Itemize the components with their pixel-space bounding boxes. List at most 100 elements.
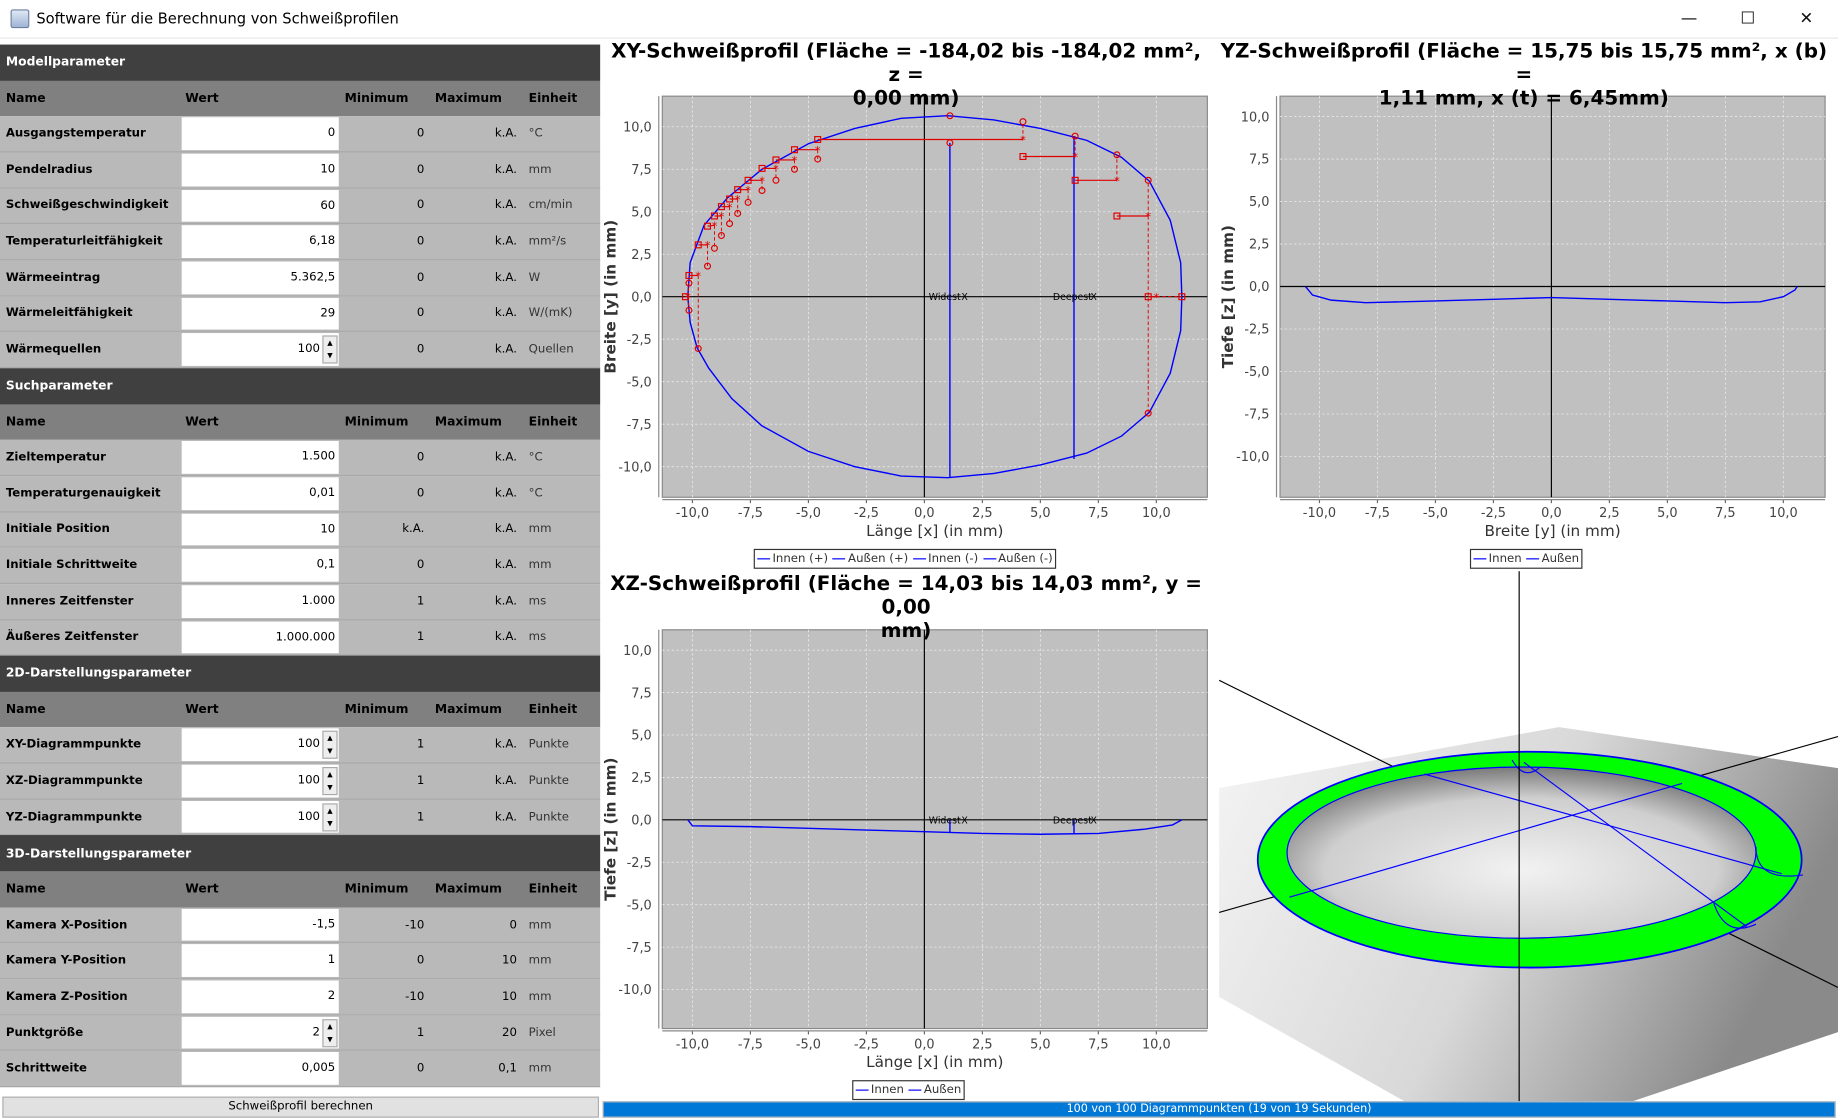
column-header-max: Maximum <box>434 702 503 717</box>
parameter-value-input[interactable]: 10 <box>181 153 339 187</box>
spin-down-icon[interactable]: ▼ <box>327 352 333 361</box>
spinner-buttons[interactable]: ▲ ▼ <box>322 335 338 364</box>
section-title: Suchparameter <box>5 379 113 394</box>
parameter-unit: Quellen <box>528 343 574 357</box>
3d-view[interactable] <box>1219 571 1838 1102</box>
spin-up-icon[interactable]: ▲ <box>327 734 333 743</box>
parameter-value-input[interactable]: 5.362,5 <box>181 261 339 294</box>
parameter-name: YZ-Diagrammpunkte <box>5 810 143 824</box>
parameter-value-input[interactable]: 60 <box>181 189 339 222</box>
parameter-unit: Punkte <box>528 774 569 788</box>
minimize-button[interactable]: — <box>1680 9 1698 29</box>
parameter-value-input[interactable]: 100 <box>181 333 339 366</box>
spin-down-icon[interactable]: ▼ <box>327 819 333 828</box>
parameter-name: Punktgröße <box>5 1026 84 1040</box>
column-header-max: Maximum <box>434 91 503 106</box>
search-star-marker: * <box>1114 174 1120 188</box>
x-tick-label: -5,0 <box>796 1037 821 1052</box>
search-star-marker: * <box>1072 150 1078 164</box>
parameter-value-input[interactable]: 1.500 <box>181 441 339 474</box>
legend-swatch <box>1526 557 1540 559</box>
parameter-value-input[interactable]: 0,1 <box>181 549 339 582</box>
spinner-buttons[interactable]: ▲ ▼ <box>322 803 338 832</box>
legend-label: Innen <box>870 1083 904 1097</box>
parameter-value-input[interactable]: 6,18 <box>181 225 339 258</box>
parameter-minimum: 0 <box>416 127 425 141</box>
x-tick-label: -5,0 <box>796 506 821 521</box>
search-circle-marker <box>946 112 954 120</box>
column-header-value: Wert <box>185 882 219 897</box>
parameter-value-input[interactable]: 2 <box>181 980 339 1013</box>
parameter-value-input[interactable]: -1,5 <box>181 908 339 942</box>
parameter-maximum: k.A. <box>494 594 517 608</box>
parameter-unit: ms <box>528 594 547 608</box>
section-title: Modellparameter <box>5 55 126 70</box>
parameter-value-input[interactable]: 100 <box>181 728 339 762</box>
close-button[interactable]: ✕ <box>1799 9 1814 29</box>
spinner-buttons[interactable]: ▲ ▼ <box>322 767 338 796</box>
parameter-name: Kamera Z-Position <box>5 990 128 1004</box>
spinner-buttons[interactable]: ▲ ▼ <box>322 731 338 760</box>
maximize-button[interactable]: ☐ <box>1740 9 1756 29</box>
column-header-max: Maximum <box>434 882 503 897</box>
spin-down-icon[interactable]: ▼ <box>327 747 333 756</box>
column-header-value: Wert <box>185 91 219 106</box>
spinner-buttons[interactable]: ▲ ▼ <box>322 1018 338 1047</box>
y-tick-label: 7,5 <box>631 686 651 701</box>
parameter-name: XY-Diagrammpunkte <box>5 738 142 752</box>
parameter-unit: Punkte <box>528 810 569 824</box>
spin-down-icon[interactable]: ▼ <box>327 1035 333 1044</box>
search-square-marker <box>790 146 799 154</box>
search-circle-marker <box>734 209 742 217</box>
x-tick-label: 0,0 <box>914 1037 934 1052</box>
parameter-value-input[interactable]: 1 <box>181 944 339 978</box>
series-line <box>1305 286 1798 304</box>
parameter-name: Initiale Position <box>5 522 110 536</box>
x-tick-label: 10,0 <box>1769 506 1798 521</box>
xz-title-line: mm) <box>880 619 932 643</box>
parameter-minimum: 0 <box>416 558 425 572</box>
xz-chart: -10,0 -7,5 -5,0 -2,5 0,0 2,5 5,0 7,5 10,0 10,0 7,5… <box>601 629 1208 1071</box>
parameter-unit: mm <box>528 522 552 536</box>
parameter-maximum: 10 <box>502 990 517 1004</box>
spin-up-icon[interactable]: ▲ <box>327 806 333 815</box>
parameter-value-input[interactable]: 100 <box>181 800 339 834</box>
x-tick-label: -7,5 <box>738 1037 763 1052</box>
parameter-minimum: 0 <box>416 235 425 249</box>
search-square-marker <box>694 241 702 249</box>
search-square-marker <box>681 293 689 301</box>
y-axis-title: Breite [y] (in mm) <box>601 220 619 374</box>
x-tick-label: 7,5 <box>1715 506 1735 521</box>
y-tick-label: 0,0 <box>1249 280 1269 295</box>
y-tick-label: 7,5 <box>1249 153 1269 168</box>
parameter-value-input[interactable]: 1.000 <box>181 585 339 618</box>
spin-up-icon[interactable]: ▲ <box>327 339 333 348</box>
spin-up-icon[interactable]: ▲ <box>327 1022 333 1031</box>
parameter-value-input[interactable]: 2 <box>181 1016 339 1049</box>
x-tick-label: -10,0 <box>1303 506 1336 521</box>
parameter-value-input[interactable]: 10 <box>181 513 339 546</box>
column-header-value: Wert <box>185 415 219 430</box>
search-circle-marker <box>744 198 752 206</box>
spin-up-icon[interactable]: ▲ <box>327 770 333 779</box>
parameter-minimum: 1 <box>416 1026 425 1040</box>
parameter-value-input[interactable]: 0,01 <box>181 477 339 510</box>
parameter-value-input[interactable]: 0 <box>181 117 339 151</box>
search-circle-marker <box>717 232 725 240</box>
y-tick-label: -10,0 <box>618 983 651 998</box>
parameter-minimum: 0 <box>416 307 425 321</box>
parameter-minimum: 0 <box>416 486 425 500</box>
parameter-value-input[interactable]: 100 <box>181 764 339 798</box>
parameter-maximum: k.A. <box>494 235 517 249</box>
parameter-value-input[interactable]: 29 <box>181 297 339 330</box>
parameter-maximum: k.A. <box>494 271 517 285</box>
progress-bar: 100 von 100 Diagrammpunkten (19 von 19 S… <box>602 1101 1836 1118</box>
calculate-profile-button[interactable]: Schweißprofil berechnen <box>2 1096 599 1118</box>
parameter-maximum: 10 <box>502 954 517 968</box>
spin-down-icon[interactable]: ▼ <box>327 783 333 792</box>
parameter-value-input[interactable]: 0,005 <box>181 1052 339 1085</box>
parameter-unit: °C <box>528 486 543 500</box>
parameter-value-input[interactable]: 1.000.000 <box>181 620 339 654</box>
search-square-marker <box>685 271 693 279</box>
column-header-unit: Einheit <box>528 415 578 430</box>
